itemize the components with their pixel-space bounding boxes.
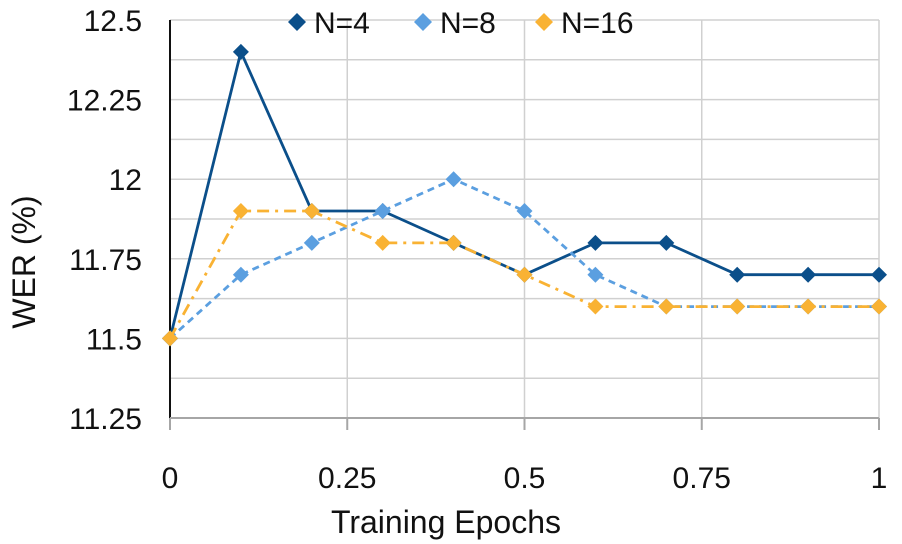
- x-tick-label: 0.5: [504, 462, 546, 495]
- y-tick-label: 11.5: [86, 323, 142, 356]
- data-point-marker: [587, 298, 604, 315]
- data-point-marker: [445, 234, 462, 251]
- data-point-marker: [303, 234, 320, 251]
- tick-labels: 11.25 11.5 11.75 12 12.25 12.5 0 0.25 0.5 0.75 1: [67, 5, 887, 495]
- y-tick-label: 12.5: [84, 5, 142, 38]
- data-point-marker: [232, 43, 249, 60]
- data-point-marker: [658, 234, 675, 251]
- data-point-marker: [374, 234, 391, 251]
- x-tick-label: 0.25: [318, 462, 376, 495]
- legend-marker-icon: [414, 13, 432, 31]
- legend[interactable]: N=4 N=8 N=16: [288, 7, 634, 40]
- data-point-marker: [445, 171, 462, 188]
- data-point-marker: [800, 298, 817, 315]
- legend-label: N=8: [440, 7, 496, 40]
- legend-item[interactable]: N=16: [535, 7, 634, 40]
- legend-item[interactable]: N=4: [288, 7, 370, 40]
- data-point-marker: [871, 266, 887, 283]
- y-tick-label: 12: [109, 164, 142, 197]
- legend-label: N=16: [561, 7, 634, 40]
- data-point-marker: [516, 203, 533, 220]
- x-tick-label: 1: [871, 462, 888, 495]
- y-tick-label: 11.75: [69, 244, 142, 277]
- data-point-marker: [871, 298, 887, 315]
- series-n16: [162, 203, 887, 347]
- axes: [169, 20, 880, 430]
- legend-marker-icon: [288, 13, 306, 31]
- data-point-marker: [516, 266, 533, 283]
- x-axis-title: Training Epochs: [331, 504, 561, 540]
- data-point-marker: [729, 266, 746, 283]
- legend-marker-icon: [535, 13, 553, 31]
- x-tick-label: 0: [162, 462, 179, 495]
- data-point-marker: [232, 203, 249, 220]
- data-point-marker: [303, 203, 320, 220]
- legend-label: N=4: [314, 7, 370, 40]
- x-tick-label: 0.75: [673, 462, 731, 495]
- data-point-marker: [729, 298, 746, 315]
- data-point-marker: [658, 298, 675, 315]
- series-layer: [162, 43, 887, 347]
- data-point-marker: [587, 266, 604, 283]
- data-point-marker: [587, 234, 604, 251]
- y-tick-label: 12.25: [67, 85, 142, 118]
- data-point-marker: [232, 266, 249, 283]
- legend-item[interactable]: N=8: [414, 7, 496, 40]
- data-point-marker: [374, 203, 391, 220]
- data-point-marker: [800, 266, 817, 283]
- y-tick-label: 11.25: [69, 403, 142, 436]
- y-axis-title: WER (%): [6, 195, 42, 328]
- data-point-marker: [162, 330, 178, 347]
